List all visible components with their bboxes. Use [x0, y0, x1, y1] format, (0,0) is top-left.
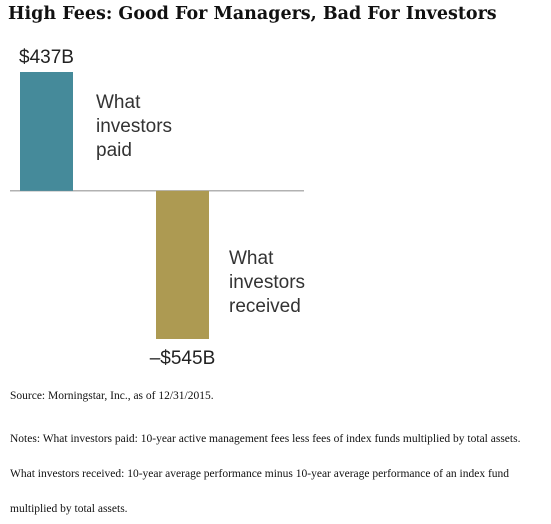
- chart-title: High Fees: Good For Managers, Bad For In…: [8, 4, 497, 24]
- category-label-2: What investors received: [229, 248, 305, 317]
- bar-chart: $437B What investors paid –$545B What investor…: [10, 47, 305, 369]
- note-paid: Notes: What investors paid: 10-year acti…: [10, 433, 521, 445]
- note-received-line1: What investors received: 10-year average…: [10, 468, 510, 480]
- category-label-1: What investors paid: [96, 92, 172, 161]
- source-note: Source: Morningstar, Inc., as of 12/31/2…: [10, 390, 214, 402]
- note-received-line2: multiplied by total assets.: [10, 503, 128, 515]
- bar-1: [20, 72, 73, 191]
- value-label-2: –$545B: [150, 348, 216, 369]
- value-label-1: $437B: [19, 47, 74, 68]
- bar-2: [156, 190, 209, 339]
